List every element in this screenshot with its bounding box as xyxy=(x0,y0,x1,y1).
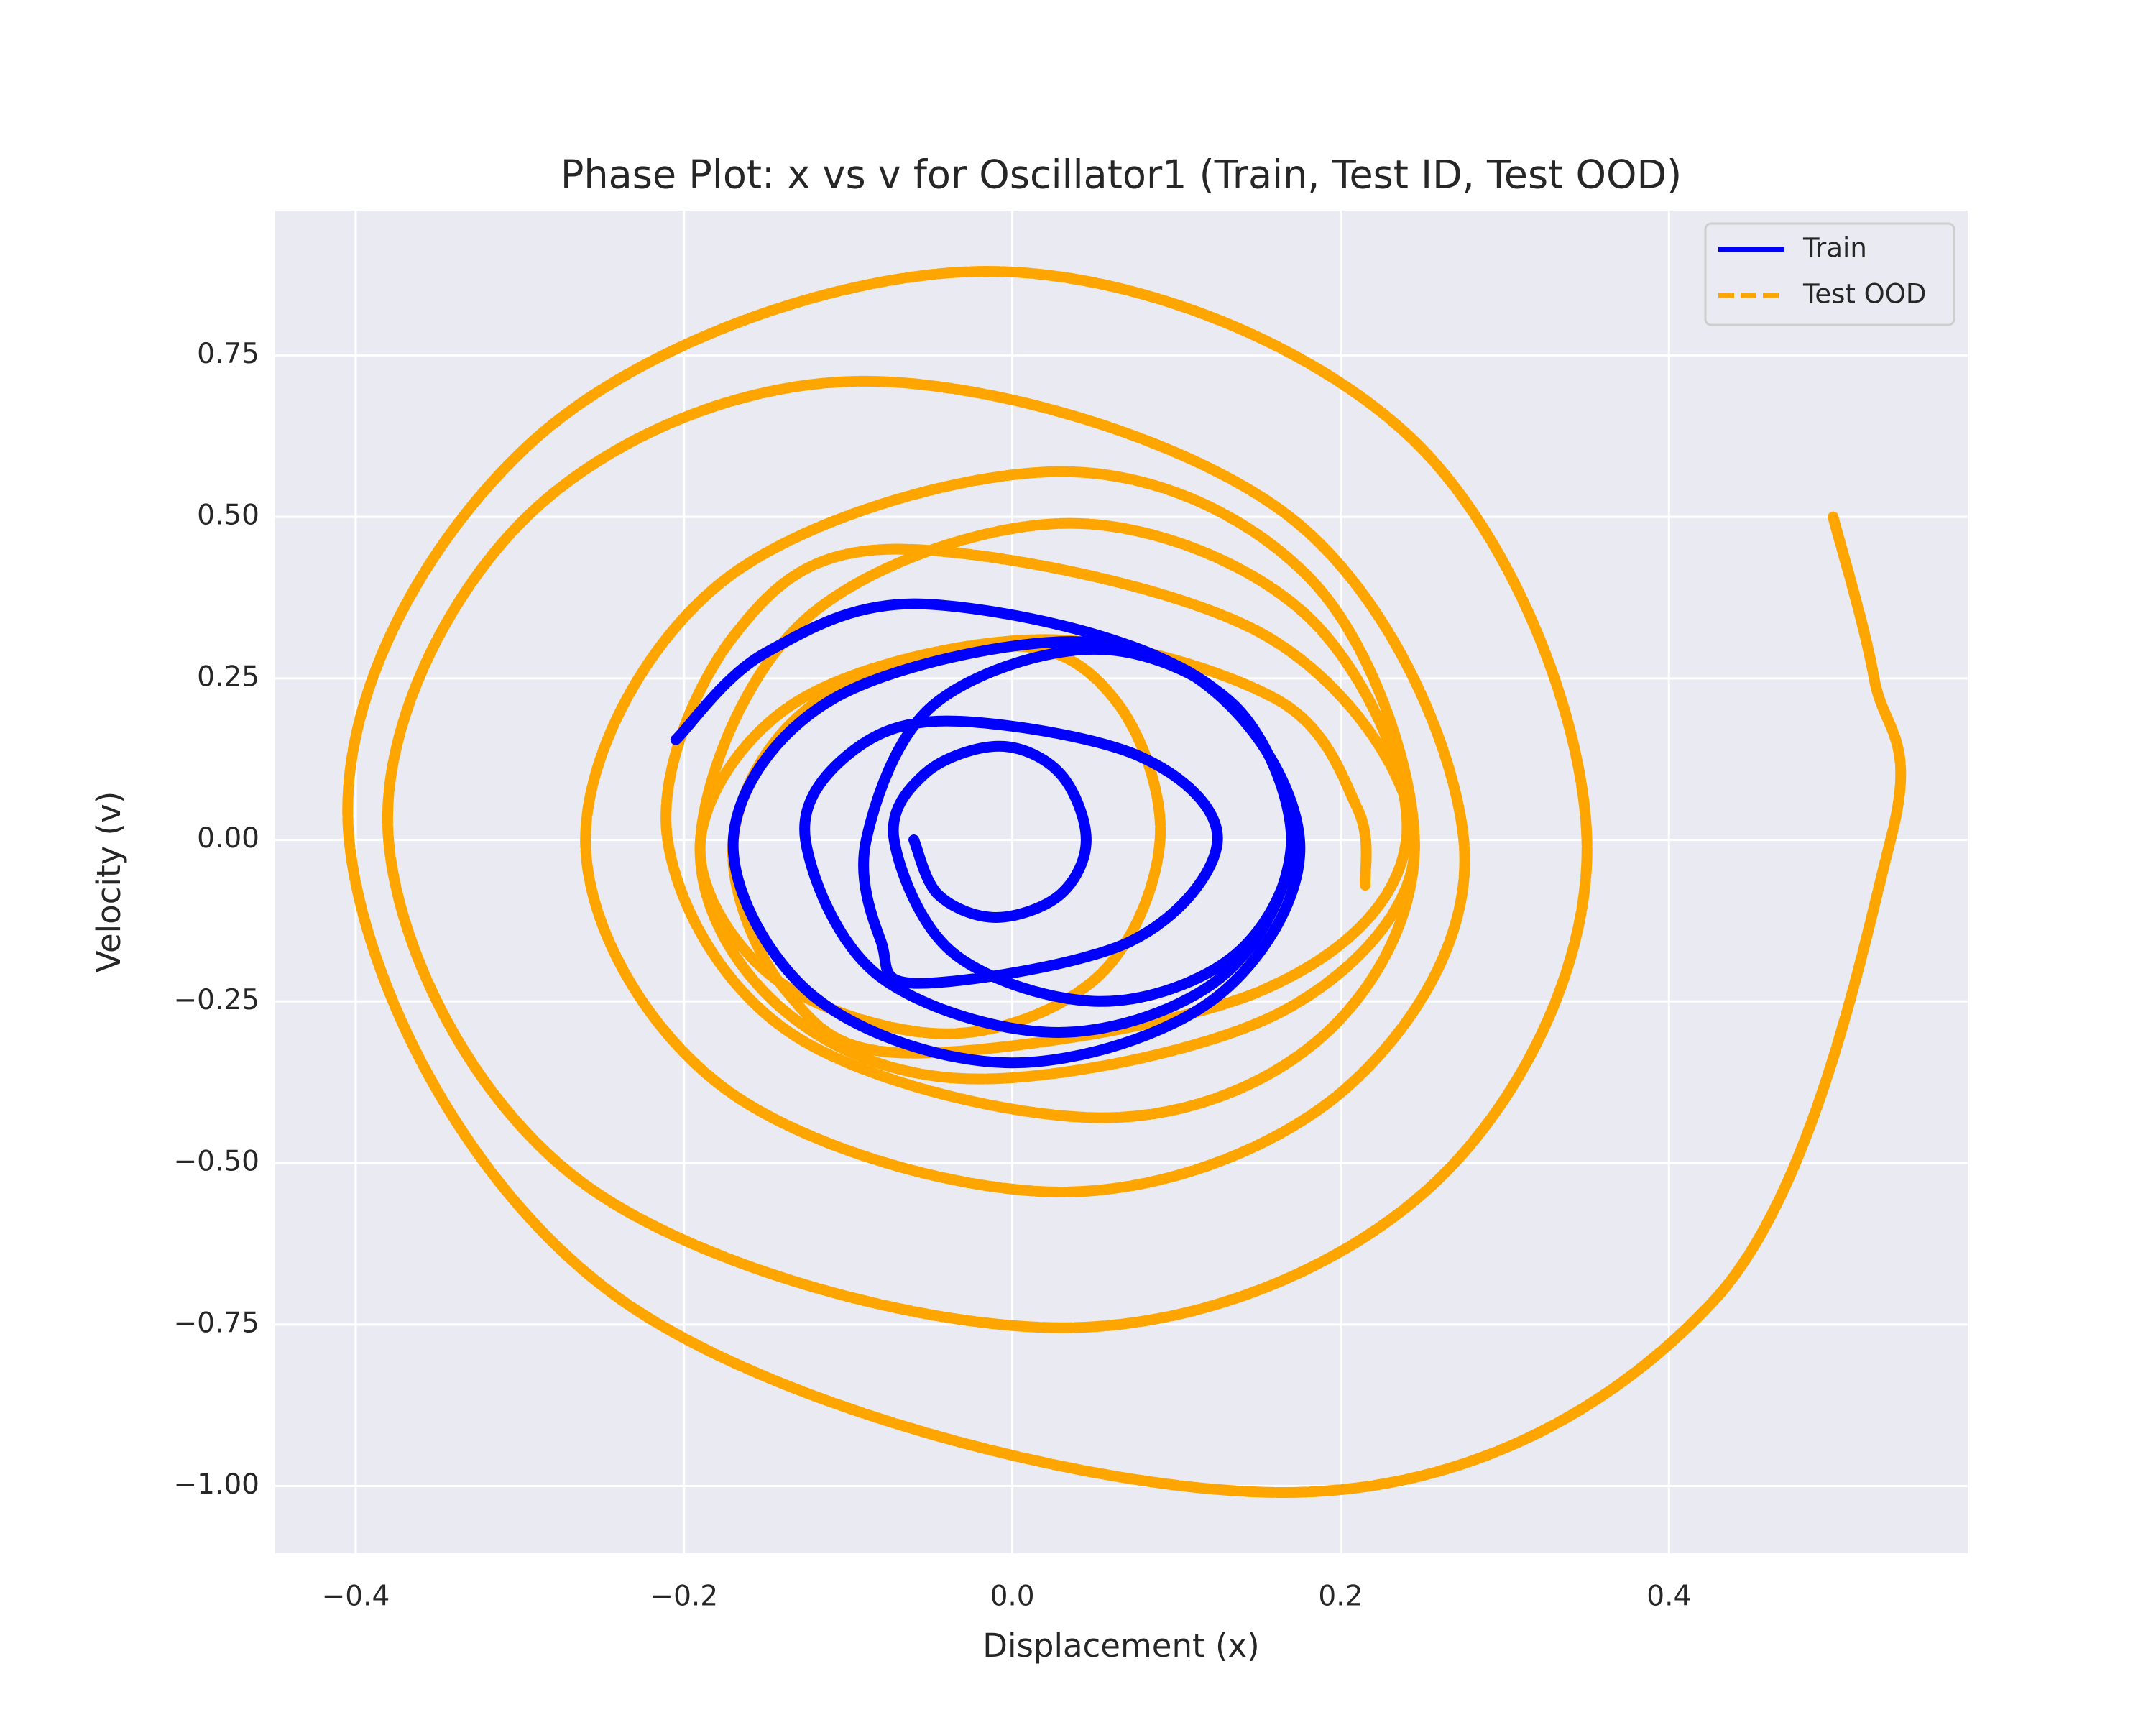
y-tick-label: −1.00 xyxy=(173,1468,259,1501)
x-tick-label: 0.4 xyxy=(1646,1581,1691,1613)
x-tick-label: 0.2 xyxy=(1318,1581,1363,1613)
y-tick-label: −0.75 xyxy=(173,1307,259,1339)
y-tick-label: −0.50 xyxy=(173,1146,259,1178)
series-line xyxy=(670,598,1306,1069)
y-tick-label: 0.50 xyxy=(197,500,259,532)
x-tick-label: 0.0 xyxy=(990,1581,1035,1613)
x-tick-label: −0.2 xyxy=(650,1581,718,1613)
y-tick-label: 0.25 xyxy=(197,661,259,693)
y-tick-label: −0.25 xyxy=(173,984,259,1016)
x-tick-label: −0.4 xyxy=(322,1581,390,1613)
x-axis-label: Displacement (x) xyxy=(982,1627,1259,1665)
plot-area xyxy=(275,211,1968,1553)
legend-label: Test OOD xyxy=(1802,279,1926,310)
y-tick-label: 0.00 xyxy=(197,822,259,855)
y-tick-label: 0.75 xyxy=(197,338,259,370)
chart-title: Phase Plot: x vs v for Oscillator1 (Trai… xyxy=(561,152,1682,198)
y-axis-label: Velocity (v) xyxy=(90,791,128,973)
legend-label: Train xyxy=(1802,233,1867,264)
